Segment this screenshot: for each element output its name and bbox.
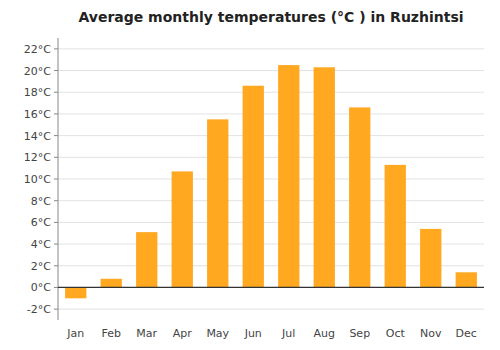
- bar: [385, 165, 406, 288]
- grid-line: [58, 222, 484, 223]
- grid-line: [58, 309, 484, 310]
- grid-line: [58, 287, 484, 288]
- x-tick-label: Jun: [244, 327, 262, 340]
- chart-container: Average monthly temperatures (°C ) in Ru…: [0, 0, 500, 350]
- y-tick-label: 14°C: [24, 130, 51, 143]
- y-tick-label: 16°C: [24, 108, 51, 121]
- bar: [207, 119, 228, 287]
- y-tick: [54, 70, 58, 71]
- chart-title: Average monthly temperatures (°C ) in Ru…: [78, 9, 463, 25]
- x-tick-label: May: [206, 327, 229, 340]
- bar: [243, 86, 264, 288]
- bar: [278, 65, 299, 287]
- y-tick-label: 4°C: [31, 238, 51, 251]
- y-tick: [54, 48, 58, 49]
- baseline: [58, 287, 484, 288]
- bar: [136, 232, 157, 287]
- y-tick-label: 0°C: [31, 281, 51, 294]
- y-tick-label: -2°C: [27, 303, 51, 316]
- grid-line: [58, 48, 484, 49]
- chart-svg: Average monthly temperatures (°C ) in Ru…: [0, 0, 500, 350]
- grid-line: [58, 200, 484, 201]
- y-tick-label: 10°C: [24, 173, 51, 186]
- y-tick: [54, 179, 58, 180]
- bars: [65, 65, 477, 298]
- y-tick: [54, 200, 58, 201]
- y-tick-label: 8°C: [31, 195, 51, 208]
- y-tick: [54, 287, 58, 288]
- y-tick-label: 20°C: [24, 65, 51, 78]
- x-tick-label: Jan: [66, 327, 84, 340]
- bar: [172, 171, 193, 287]
- bar: [456, 272, 477, 287]
- grid-line: [58, 70, 484, 71]
- x-tick-label: Feb: [102, 327, 121, 340]
- bar: [314, 67, 335, 287]
- grid-line: [58, 157, 484, 158]
- bar: [420, 229, 441, 288]
- y-axis-line: [58, 38, 59, 320]
- y-tick: [54, 157, 58, 158]
- x-tick-label: Dec: [456, 327, 477, 340]
- x-tick-label: Mar: [136, 327, 157, 340]
- x-tick-label: Aug: [314, 327, 335, 340]
- bar: [65, 287, 86, 298]
- grid-line: [58, 92, 484, 93]
- y-tick: [54, 113, 58, 114]
- x-tick-label: Oct: [386, 327, 406, 340]
- y-tick: [54, 244, 58, 245]
- y-tick: [54, 92, 58, 93]
- bar: [349, 107, 370, 287]
- y-tick-label: 22°C: [24, 43, 51, 56]
- x-axis: Jan Feb Mar Apr May Jun Jul Aug Sep Oct Nov Dec: [66, 327, 477, 340]
- y-tick: [54, 135, 58, 136]
- y-tick: [54, 309, 58, 310]
- grid-line: [58, 113, 484, 114]
- x-tick-label: Sep: [349, 327, 370, 340]
- x-tick-label: Jul: [281, 327, 295, 340]
- grid-line: [58, 135, 484, 136]
- y-tick-label: 6°C: [31, 216, 51, 229]
- x-tick-label: Apr: [173, 327, 193, 340]
- x-tick-label: Nov: [420, 327, 442, 340]
- grid-line: [58, 179, 484, 180]
- y-tick-label: 18°C: [24, 86, 51, 99]
- y-axis: -2°C 0°C 2°C 4°C 6°C 8°C 10°C 12°C 14°C 16°C 18°C 2…: [24, 38, 58, 320]
- y-tick-label: 12°C: [24, 151, 51, 164]
- bar: [101, 279, 122, 288]
- grid: [58, 49, 484, 309]
- y-tick-label: 2°C: [31, 260, 51, 273]
- y-tick: [54, 265, 58, 266]
- y-tick: [54, 222, 58, 223]
